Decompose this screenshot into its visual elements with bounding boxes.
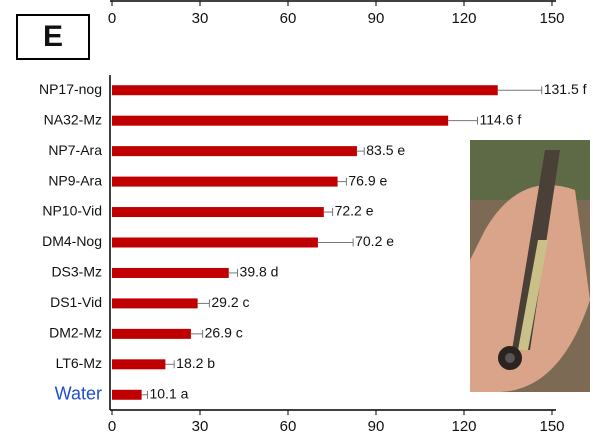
bar [112,146,357,157]
bar [112,359,166,370]
top-tick-label: 30 [192,10,209,27]
bar [112,389,142,400]
panel-box [16,14,90,60]
y-tick-label: DM4-Nog [42,233,102,249]
value-label: 131.5 f [544,81,587,97]
value-label: 39.8 d [240,264,279,280]
value-label: 70.2 e [355,233,394,249]
y-tick-label: NP7-Ara [48,142,102,158]
value-label: 29.2 c [211,294,249,310]
bar [112,237,318,248]
value-label: 72.2 e [335,203,374,219]
x-tick-label: 120 [451,418,476,435]
top-tick-label: 0 [108,10,116,27]
y-tick-label: NP17-nog [39,81,102,97]
top-tick-label: 90 [368,10,385,27]
value-label: 10.1 a [149,385,188,401]
x-tick-label: 90 [368,418,385,435]
top-tick-label: 120 [451,10,476,27]
x-tick-label: 60 [280,418,297,435]
y-tick-label: DS1-Vid [50,294,102,310]
y-tick-label: Water [55,384,102,404]
y-tick-label: DS3-Mz [51,264,102,280]
bar [112,328,191,339]
panel-label: E [43,20,63,53]
bar [112,85,498,96]
y-tick-label: LT6-Mz [56,355,102,371]
bar [112,207,324,218]
value-label: 76.9 e [348,172,387,188]
y-tick-label: DM2-Mz [49,325,102,341]
top-tick-label: 60 [280,10,297,27]
value-label: 114.6 f [479,111,521,127]
x-tick-label: 30 [192,418,209,435]
y-tick-label: NP10-Vid [42,203,102,219]
x-tick-label: 150 [539,418,564,435]
value-label: 18.2 b [176,355,215,371]
value-label: 26.9 c [205,325,243,341]
bar [112,298,198,309]
bar [112,267,229,278]
x-tick-label: 0 [108,418,116,435]
bar [112,176,338,187]
bar [112,115,449,126]
top-tick-label: 150 [539,10,564,27]
value-label: 83.5 e [366,142,405,158]
y-tick-label: NA32-Mz [44,111,102,127]
y-tick-label: NP9-Ara [48,172,102,188]
photo-inset [470,140,590,392]
